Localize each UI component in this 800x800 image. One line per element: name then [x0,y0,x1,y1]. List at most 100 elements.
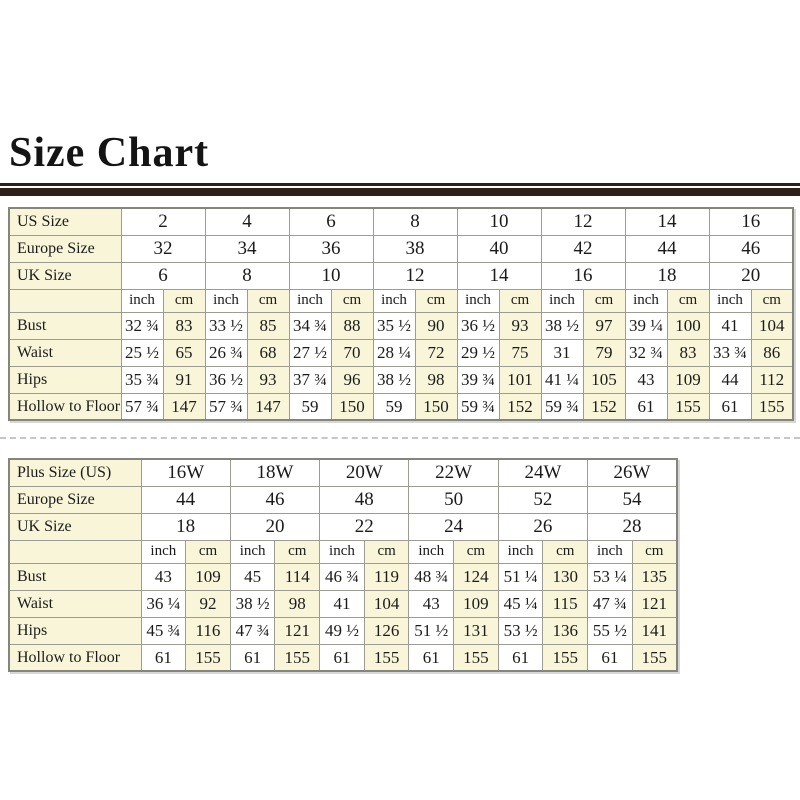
size-value: 22W [408,458,499,487]
size-value: 16 [708,207,794,236]
measure-cm-value: 100 [666,311,710,340]
unit-inch-label: inch [587,539,633,564]
size-value: 28 [587,512,678,541]
size-row: Europe Size 32 34 36 38 40 42 44 46 [8,234,794,263]
measure-inch-value: 59 ¾ [456,392,500,421]
measure-cm-value: 109 [453,589,499,618]
measure-cm-value: 83 [666,338,710,367]
measure-row: Bust 32 ¾ 83 33 ½ 85 34 ¾ 88 35 ½ 90 36 ½ 93 38 ½ 97… [8,311,794,340]
measure-inch-value: 53 ½ [497,616,544,645]
measure-cm-value: 155 [666,392,710,421]
measure-inch-value: 46 ¾ [319,562,365,591]
row-label: UK Size [8,261,122,290]
unit-cm-label: cm [414,288,458,313]
unit-cm-label: cm [185,539,231,564]
measure-cm-value: 70 [330,338,374,367]
measure-inch-value: 31 [540,338,584,367]
unit-cm-label: cm [666,288,710,313]
size-value: 4 [204,207,290,236]
measure-cm-value: 109 [666,365,710,394]
measure-cm-value: 124 [453,562,499,591]
size-value: 32 [120,234,206,263]
measure-inch-value: 51 ½ [408,616,455,645]
size-value: 16W [140,458,231,487]
measure-inch-value: 41 ¼ [540,365,584,394]
unit-cm-label: cm [330,288,374,313]
title-rule-thin [0,183,800,187]
measure-cm-value: 93 [246,365,290,394]
size-value: 6 [120,261,206,290]
measure-inch-value: 32 ¾ [120,311,164,340]
size-value: 18 [624,261,710,290]
measure-inch-value: 59 [288,392,332,421]
measure-cm-value: 152 [498,392,542,421]
measure-cm-value: 93 [498,311,542,340]
measure-inch-value: 61 [624,392,668,421]
size-value: 8 [372,207,458,236]
measure-cm-value: 155 [453,643,499,672]
measure-inch-value: 41 [319,589,365,618]
measure-row: Hollow to Floor 57 ¾ 147 57 ¾ 147 59 150 59 150 5… [8,392,794,421]
size-value: 46 [229,485,321,514]
measure-inch-value: 28 ¼ [372,338,416,367]
row-label: US Size [8,207,122,236]
unit-cm-label: cm [274,539,321,564]
size-value: 34 [204,234,290,263]
measure-inch-value: 55 ½ [587,616,633,645]
measure-cm-value: 96 [330,365,374,394]
unit-inch-label: inch [456,288,500,313]
measure-inch-value: 29 ½ [456,338,500,367]
measure-cm-value: 104 [363,589,410,618]
size-value: 20 [708,261,794,290]
title-rule-thick [0,188,800,197]
measure-cm-value: 109 [185,562,231,591]
measure-inch-value: 61 [408,643,455,672]
measure-inch-value: 33 ¾ [708,338,752,367]
unit-inch-label: inch [229,539,276,564]
measure-row: Hollow to Floor 61 155 61 155 61 155 61 155 61 155… [8,643,678,672]
size-value: 2 [120,207,206,236]
measure-inch-value: 45 ¾ [140,616,187,645]
measure-inch-value: 38 ½ [229,589,276,618]
size-value: 20 [229,512,321,541]
size-value: 18W [229,458,321,487]
measure-inch-value: 45 ¼ [497,589,544,618]
measure-inch-value: 61 [587,643,633,672]
size-value: 14 [456,261,542,290]
unit-inch-label: inch [540,288,584,313]
size-value: 14 [624,207,710,236]
unit-cm-label: cm [453,539,499,564]
row-label: Europe Size [8,485,142,514]
measure-cm-value: 101 [498,365,542,394]
measure-cm-value: 116 [185,616,231,645]
measure-cm-value: 155 [542,643,589,672]
unit-inch-label: inch [624,288,668,313]
measure-cm-value: 72 [414,338,458,367]
measure-cm-value: 68 [246,338,290,367]
measure-cm-value: 79 [582,338,626,367]
measure-cm-value: 147 [162,392,206,421]
measure-inch-value: 48 ¾ [408,562,455,591]
row-label: Waist [8,589,142,618]
unit-cm-label: cm [363,539,410,564]
measure-cm-value: 155 [185,643,231,672]
measure-cm-value: 98 [414,365,458,394]
measure-cm-value: 112 [750,365,794,394]
size-row: US Size 2 4 6 8 10 12 14 16 [8,207,794,236]
measure-row: Hips 45 ¾ 116 47 ¾ 121 49 ½ 126 51 ½ 131 53 ½ 136 5… [8,616,678,645]
size-value: 38 [372,234,458,263]
measure-inch-value: 43 [140,562,187,591]
measure-inch-value: 61 [708,392,752,421]
page-title: Size Chart [9,130,210,176]
measure-row: Waist 25 ½ 65 26 ¾ 68 27 ½ 70 28 ¼ 72 29 ½ 75 31 79 3… [8,338,794,367]
measure-cm-value: 121 [631,589,678,618]
measure-inch-value: 36 ½ [204,365,248,394]
measure-cm-value: 114 [274,562,321,591]
size-row: UK Size 6 8 10 12 14 16 18 20 [8,261,794,290]
measure-cm-value: 65 [162,338,206,367]
measure-inch-value: 59 ¾ [540,392,584,421]
measure-inch-value: 51 ¼ [497,562,544,591]
measure-inch-value: 61 [140,643,187,672]
unit-cm-label: cm [542,539,589,564]
